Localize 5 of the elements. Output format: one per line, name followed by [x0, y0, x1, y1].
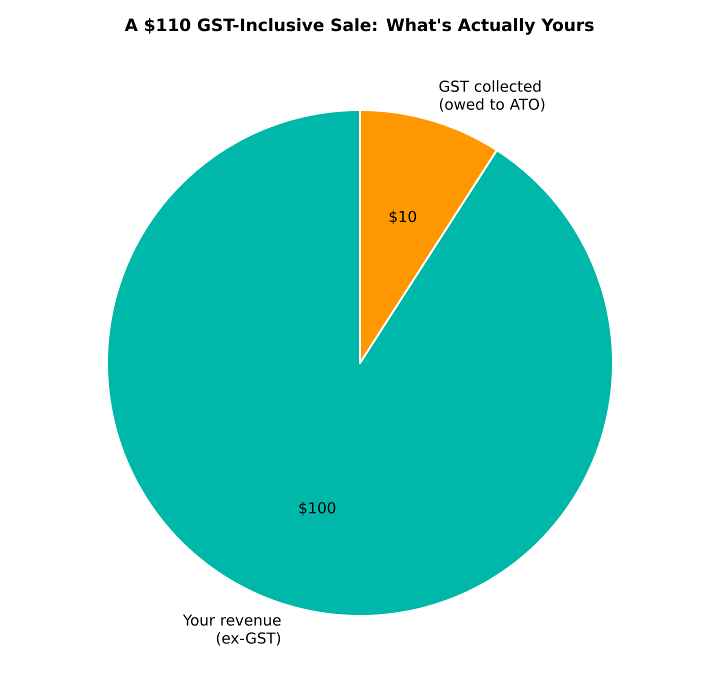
data-label: $10 — [390, 210, 416, 224]
slice-label: GST collected (owed to ATO) — [439, 80, 544, 112]
chart-title: A $110 GST-Inclusive Sale: What's Actually Yours — [124, 18, 594, 35]
data-label: $100 — [299, 502, 336, 516]
slice-label: Your revenue (ex-GST) — [182, 614, 281, 646]
